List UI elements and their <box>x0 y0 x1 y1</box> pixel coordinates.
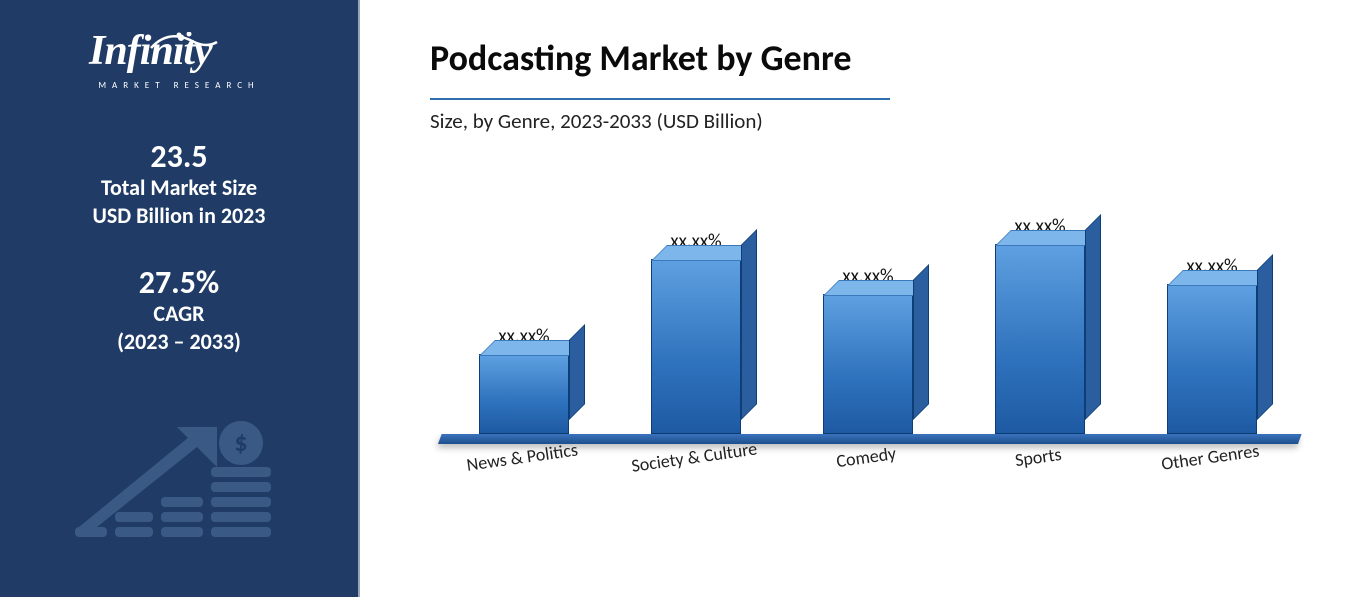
subtitle-block: Size, by Genre, 2023-2033 (USD Billion) <box>430 98 1304 134</box>
x-axis-label: Other Genres <box>1134 436 1289 504</box>
bar-chart: xx.xx%xx.xx%xx.xx%xx.xx%xx.xx% News & Po… <box>438 174 1298 494</box>
bar <box>479 354 569 434</box>
bar-group: xx.xx% <box>449 325 599 434</box>
stat-value: 27.5% <box>117 265 241 300</box>
bar-side-face <box>913 264 929 420</box>
bar-group: xx.xx% <box>965 215 1115 434</box>
bar-front-face <box>1167 284 1257 434</box>
bar-side-face <box>1257 254 1273 420</box>
x-axis-label: News & Politics <box>446 436 601 504</box>
x-axis-labels: News & PoliticsSociety & CultureComedySp… <box>438 446 1298 494</box>
bar-group: xx.xx% <box>793 265 943 434</box>
x-axis-label: Comedy <box>790 436 945 504</box>
stat-value: 23.5 <box>93 139 266 174</box>
x-axis-label: Sports <box>962 436 1117 504</box>
title-underline <box>430 98 890 100</box>
bar-front-face <box>823 294 913 434</box>
svg-text:$: $ <box>234 426 247 458</box>
bar <box>1167 284 1257 434</box>
bar-front-face <box>995 244 1085 434</box>
main-panel: Podcasting Market by Genre Size, by Genr… <box>360 0 1364 597</box>
growth-arrow-icon: $ <box>69 409 289 549</box>
stat-label-line: USD Billion in 2023 <box>93 202 266 230</box>
bar-front-face <box>651 259 741 434</box>
bar <box>651 259 741 434</box>
stat-label-line: CAGR <box>117 300 241 328</box>
bar-side-face <box>741 229 757 420</box>
x-axis-label: Society & Culture <box>618 436 773 504</box>
logo-swoosh-icon <box>149 32 219 52</box>
stat-label-line: Total Market Size <box>93 174 266 202</box>
bar <box>995 244 1085 434</box>
bar-group: xx.xx% <box>1137 255 1287 434</box>
stat-market-size: 23.5 Total Market Size USD Billion in 20… <box>93 139 266 229</box>
sidebar: Infinity MARKET RESEARCH 23.5 Total Mark… <box>0 0 360 597</box>
bars-container: xx.xx%xx.xx%xx.xx%xx.xx%xx.xx% <box>438 194 1298 434</box>
chart-subtitle: Size, by Genre, 2023-2033 (USD Billion) <box>430 108 1304 134</box>
logo-mark: Infinity <box>89 30 269 80</box>
bar-side-face <box>569 324 585 420</box>
bar <box>823 294 913 434</box>
stat-label-line: (2023 – 2033) <box>117 328 241 356</box>
brand-tagline: MARKET RESEARCH <box>98 80 259 91</box>
stat-cagr: 27.5% CAGR (2023 – 2033) <box>117 265 241 355</box>
bar-side-face <box>1085 214 1101 420</box>
brand-logo: Infinity MARKET RESEARCH <box>89 30 269 91</box>
page-title: Podcasting Market by Genre <box>430 36 1304 80</box>
bar-group: xx.xx% <box>621 230 771 434</box>
bar-front-face <box>479 354 569 434</box>
